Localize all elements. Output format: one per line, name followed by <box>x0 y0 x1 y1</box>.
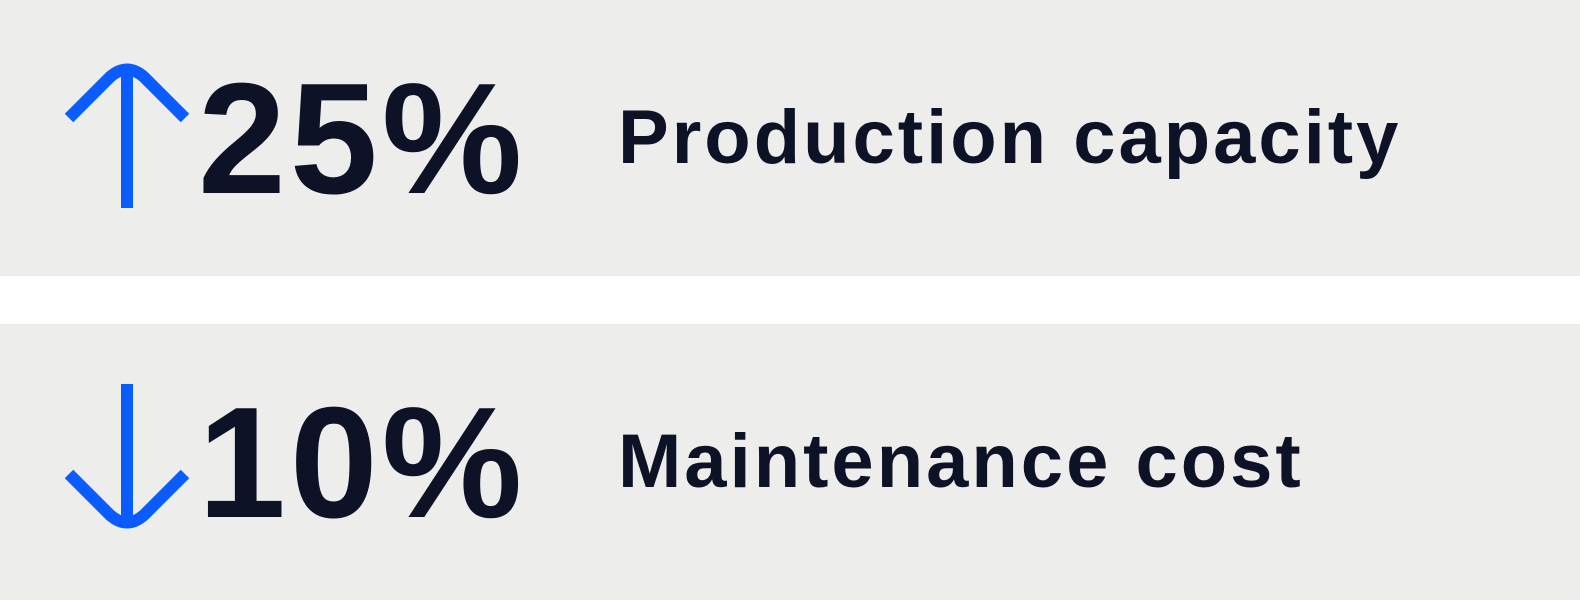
stat-value: 25% <box>198 51 527 227</box>
stat-value: 10% <box>198 375 527 551</box>
stat-card-production-capacity: 25% Production capacity <box>0 0 1580 276</box>
stat-card-maintenance-cost: 10% Maintenance cost <box>0 324 1580 600</box>
stat-label: Production capacity <box>618 95 1402 180</box>
arrow-up-icon <box>64 63 190 208</box>
arrow-down-icon <box>64 384 190 529</box>
stat-label: Maintenance cost <box>618 419 1304 504</box>
